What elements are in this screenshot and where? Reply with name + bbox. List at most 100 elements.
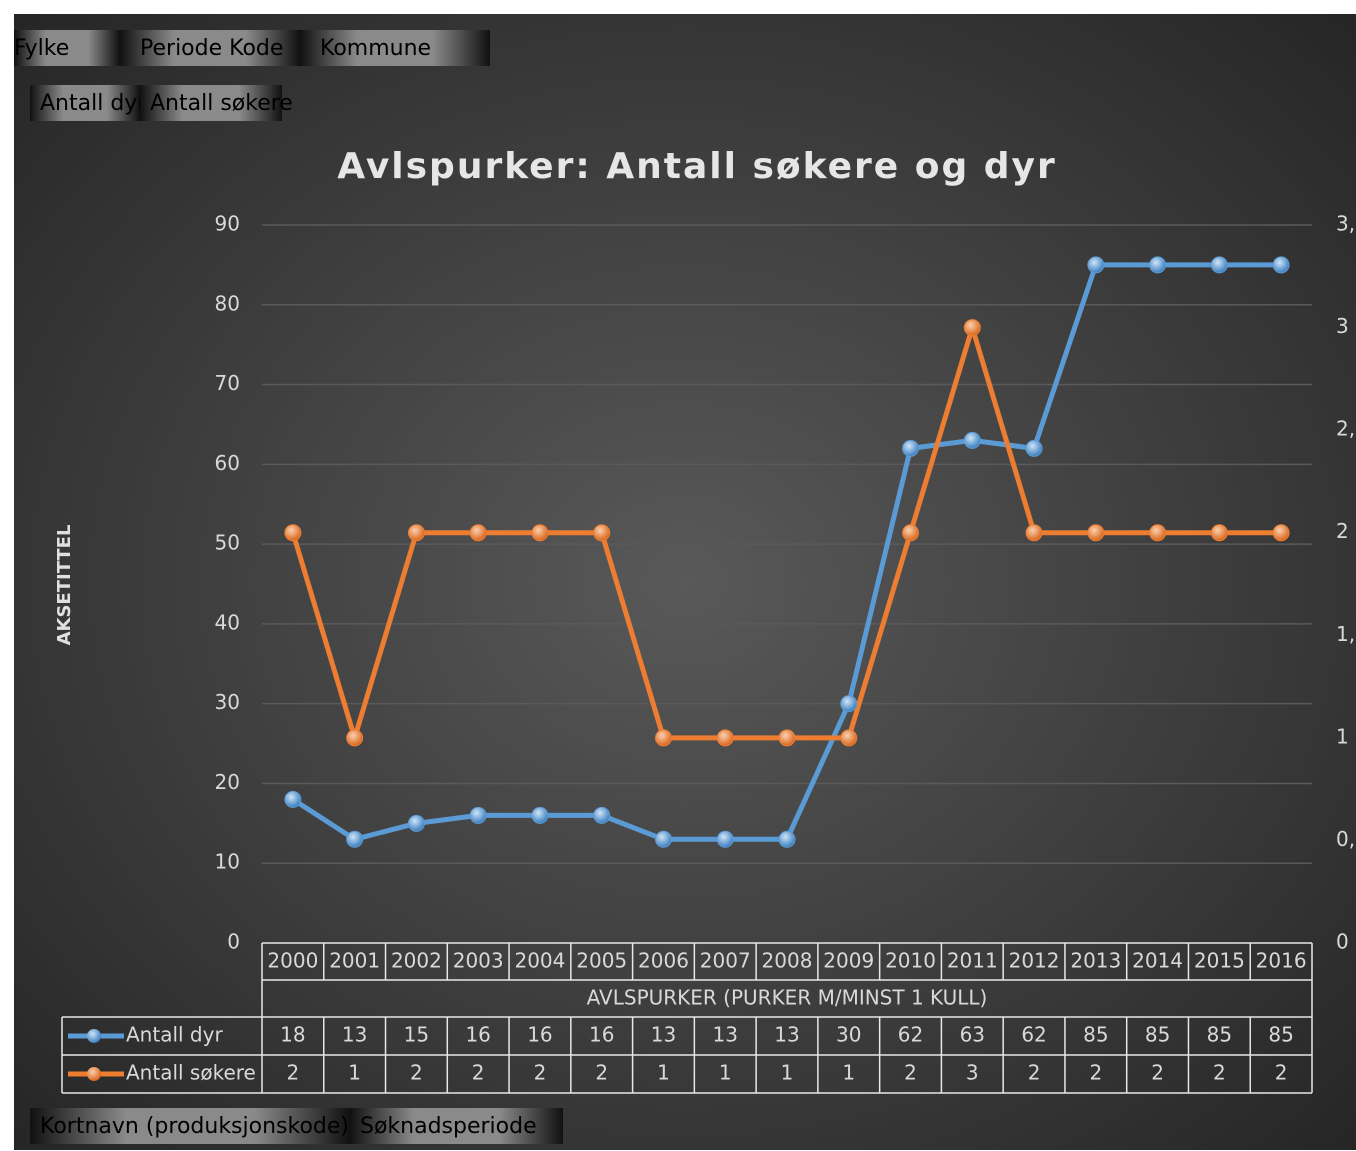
table-value: 18 (280, 1023, 305, 1047)
data-point (716, 729, 734, 747)
table-value: 13 (342, 1023, 367, 1047)
field-button-label[interactable]: Fylke (14, 36, 69, 61)
data-point (716, 830, 734, 848)
y-tick-label: 70 (215, 371, 240, 395)
y-tick-label: 90 (215, 212, 240, 236)
data-point (531, 524, 549, 542)
table-value: 16 (465, 1023, 490, 1047)
data-point (593, 806, 611, 824)
table-value: 63 (960, 1023, 985, 1047)
table-value: 1 (657, 1061, 670, 1085)
data-point (840, 729, 858, 747)
x-axis-title: AVLSPURKER (PURKER M/MINST 1 KULL) (587, 986, 988, 1010)
table-value: 85 (1207, 1023, 1232, 1047)
field-button[interactable] (30, 85, 140, 121)
data-point (778, 729, 796, 747)
field-button[interactable] (350, 1108, 563, 1144)
table-value: 2 (1151, 1061, 1164, 1085)
data-point (1149, 524, 1167, 542)
table-value: 16 (527, 1023, 552, 1047)
table-value: 2 (904, 1061, 917, 1085)
chart-title: Avlspurker: Antall søkere og dyr (337, 146, 1057, 187)
field-button[interactable] (140, 85, 282, 121)
y-tick-label: 20 (215, 770, 240, 794)
data-point (902, 439, 920, 457)
x-tick-label: 2010 (885, 949, 936, 973)
x-tick-label: 2008 (762, 949, 813, 973)
field-button-label[interactable]: Kortnavn (produksjonskode) (40, 1114, 349, 1139)
data-point (963, 431, 981, 449)
data-point (1210, 524, 1228, 542)
table-value: 85 (1145, 1023, 1170, 1047)
field-button[interactable] (120, 30, 300, 66)
x-tick-label: 2014 (1132, 949, 1183, 973)
y2-tick-label: 2 (1336, 519, 1349, 543)
y2-tick-label: 1,5 (1336, 622, 1356, 646)
data-point (1025, 439, 1043, 457)
field-button-label[interactable]: Antall dyr (40, 91, 147, 116)
x-tick-label: 2016 (1256, 949, 1307, 973)
x-tick-label: 2002 (391, 949, 442, 973)
y2-tick-label: 3,5 (1336, 212, 1356, 236)
data-point (963, 319, 981, 337)
y-tick-label: 0 (227, 930, 240, 954)
table-value: 13 (651, 1023, 676, 1047)
x-tick-label: 2001 (329, 949, 380, 973)
table-value: 85 (1083, 1023, 1108, 1047)
field-button[interactable] (30, 1108, 350, 1144)
field-button[interactable] (14, 30, 120, 66)
table-value: 15 (404, 1023, 429, 1047)
y-tick-label: 80 (215, 291, 240, 315)
field-button-label[interactable]: Periode Kode (140, 36, 283, 61)
table-value: 62 (898, 1023, 923, 1047)
table-value: 13 (713, 1023, 738, 1047)
table-value: 2 (1089, 1061, 1102, 1085)
data-point (593, 524, 611, 542)
table-value: 1 (719, 1061, 732, 1085)
data-point (346, 830, 364, 848)
table-value: 1 (781, 1061, 794, 1085)
data-point (778, 830, 796, 848)
data-point (284, 524, 302, 542)
data-point (469, 524, 487, 542)
data-point (654, 729, 672, 747)
legend-marker (87, 1029, 101, 1043)
data-point (1272, 256, 1290, 274)
data-point (469, 806, 487, 824)
table-value: 3 (966, 1061, 979, 1085)
table-value: 13 (774, 1023, 799, 1047)
field-button-label[interactable]: Søknadsperiode (360, 1114, 537, 1139)
data-point (1272, 524, 1290, 542)
y2-tick-label: 1 (1336, 724, 1349, 748)
table-value: 2 (1275, 1061, 1288, 1085)
data-point (902, 524, 920, 542)
x-tick-label: 2000 (267, 949, 318, 973)
y2-tick-label: 0 (1336, 930, 1349, 954)
data-point (1087, 256, 1105, 274)
y-axis-title: AKSETITTEL (54, 525, 75, 646)
y-tick-label: 30 (215, 690, 240, 714)
x-tick-label: 2012 (1009, 949, 1060, 973)
legend-marker (87, 1067, 101, 1081)
chart-background (14, 14, 1356, 1150)
legend-label: Antall dyr (126, 1023, 223, 1047)
table-value: 2 (534, 1061, 547, 1085)
table-value: 2 (595, 1061, 608, 1085)
table-value: 30 (836, 1023, 861, 1047)
table-value: 85 (1268, 1023, 1293, 1047)
data-point (1025, 524, 1043, 542)
field-button-label[interactable]: Kommune (320, 36, 431, 61)
field-button-label[interactable]: Antall søkere (150, 91, 293, 116)
x-tick-label: 2009 (823, 949, 874, 973)
y-tick-label: 60 (215, 451, 240, 475)
table-value: 2 (1028, 1061, 1041, 1085)
data-point (407, 524, 425, 542)
y-tick-label: 10 (215, 850, 240, 874)
x-tick-label: 2013 (1070, 949, 1121, 973)
x-tick-label: 2007 (700, 949, 751, 973)
y2-tick-label: 3 (1336, 314, 1349, 338)
field-button[interactable] (300, 30, 490, 66)
y-tick-label: 50 (215, 531, 240, 555)
